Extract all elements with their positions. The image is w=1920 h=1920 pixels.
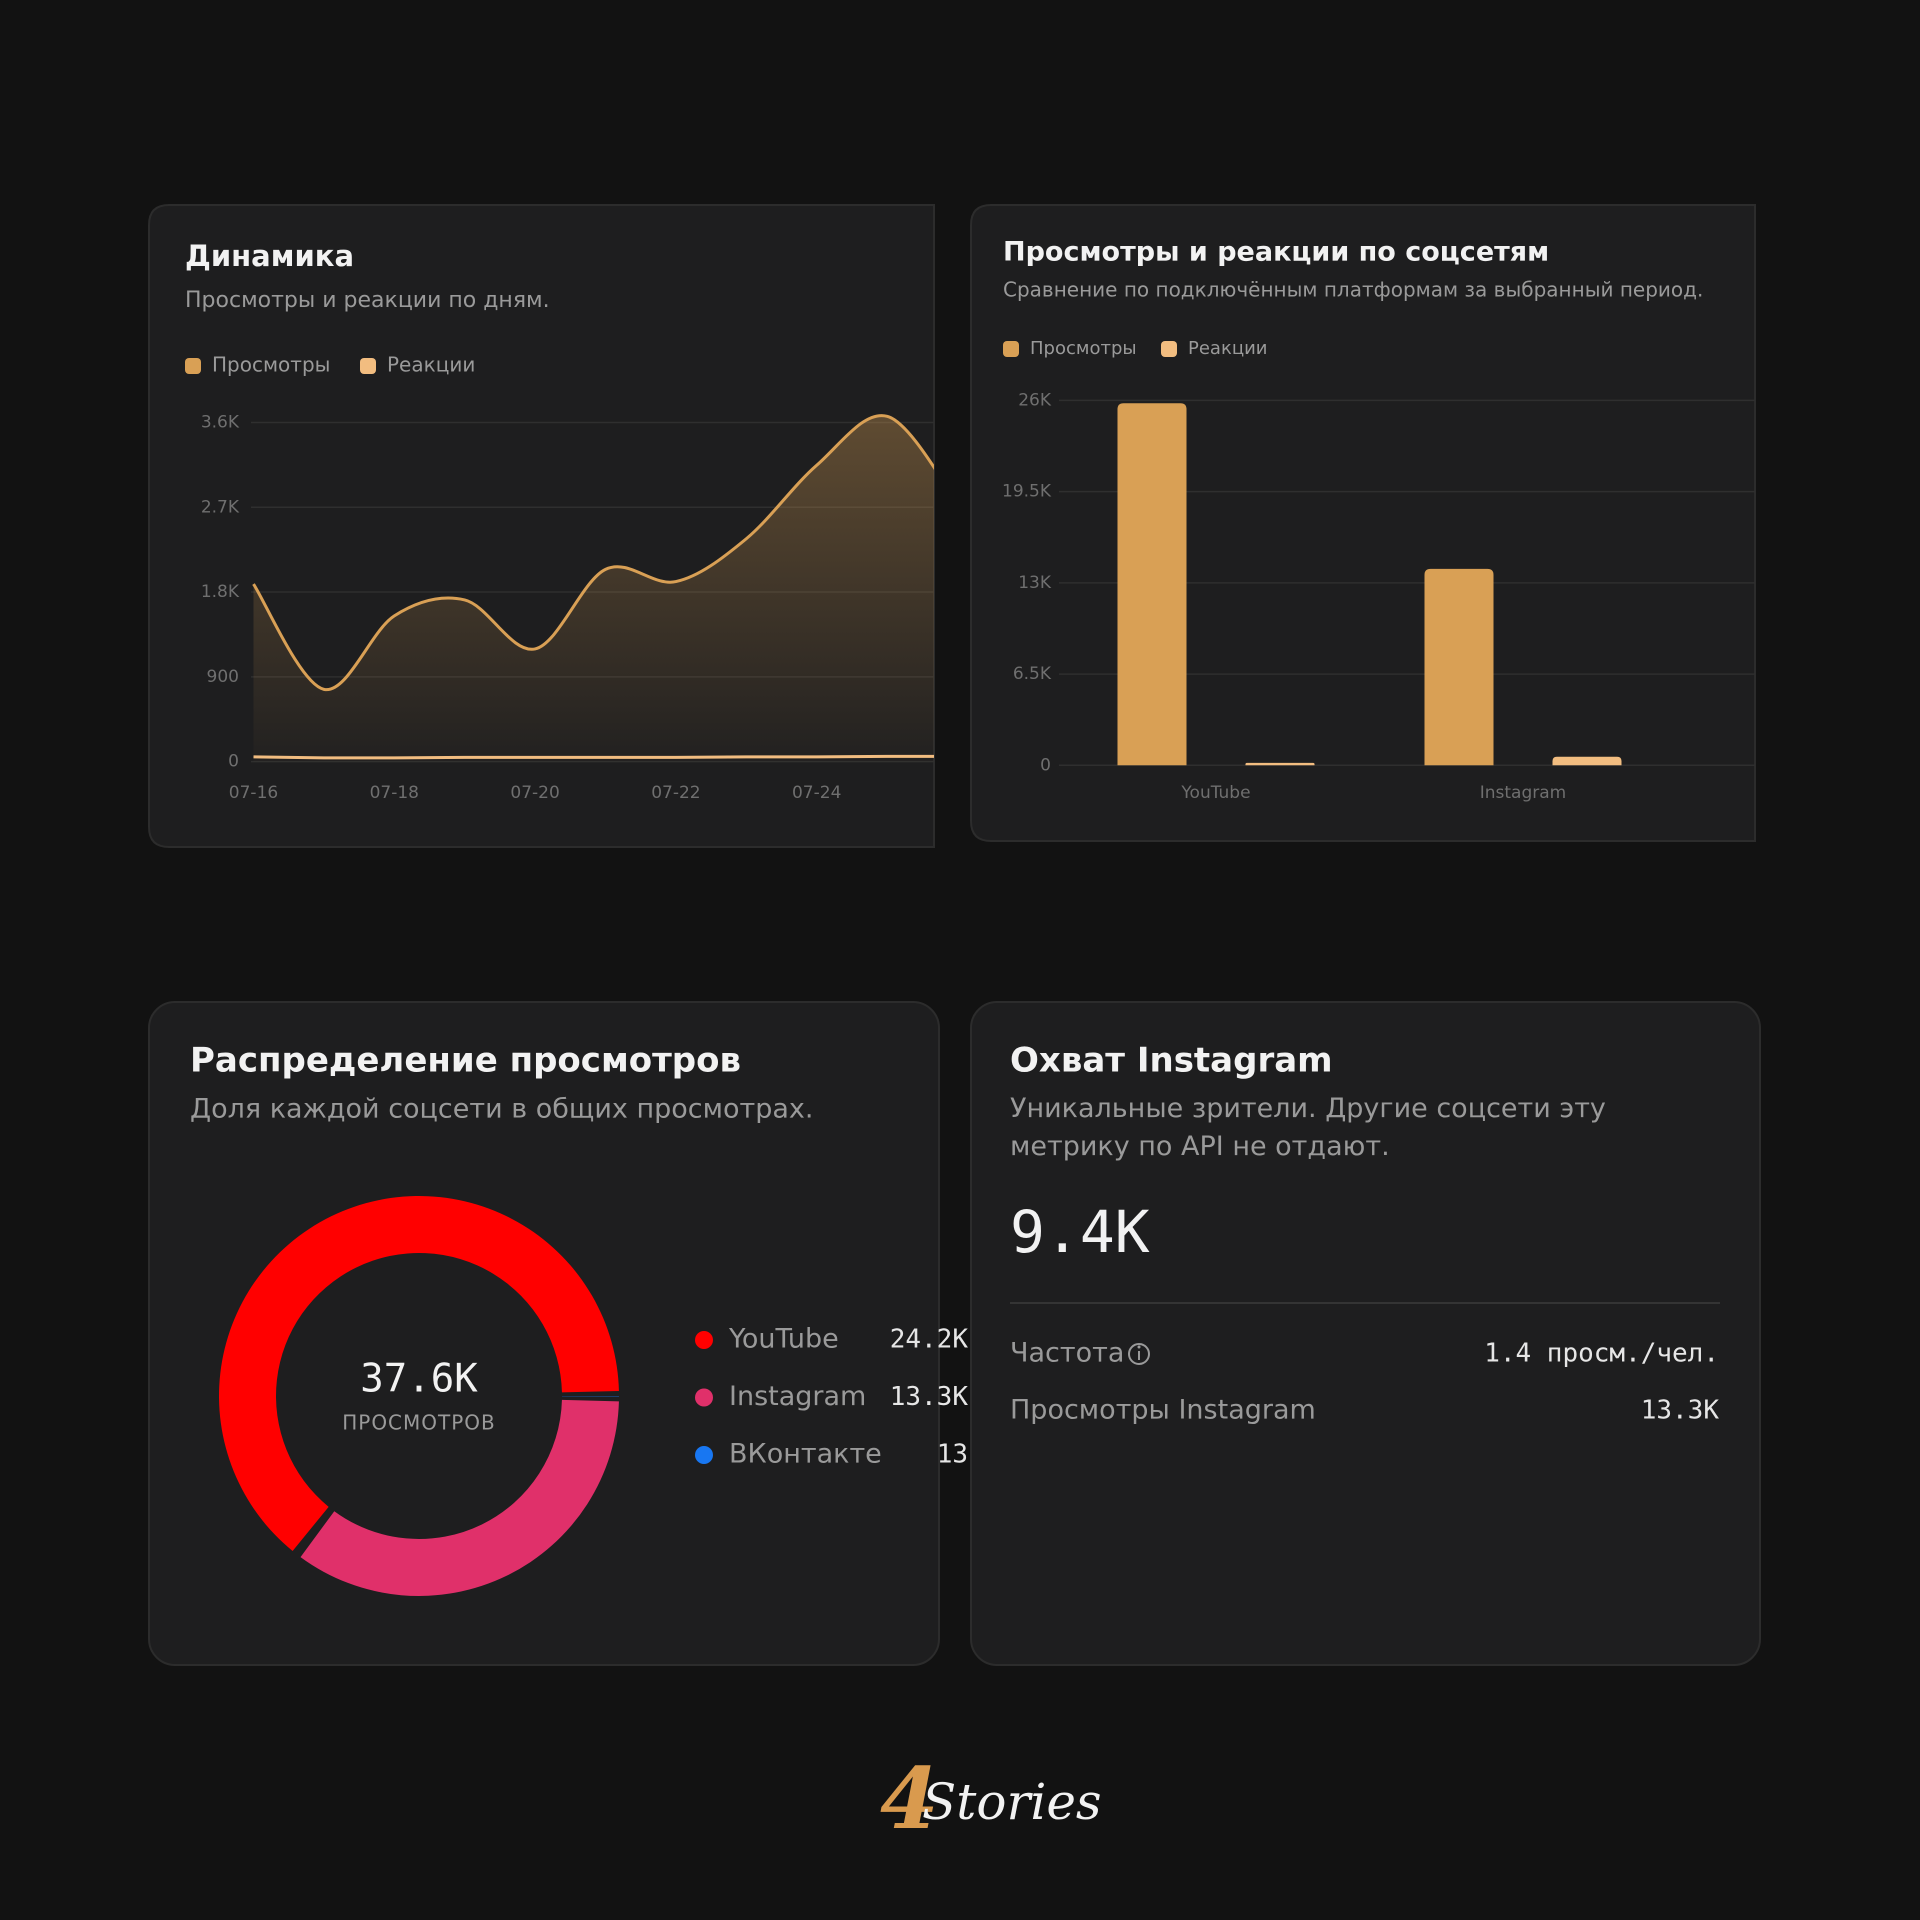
row-label: Частота <box>1010 1338 1124 1369</box>
legend-dot <box>695 1331 713 1349</box>
chart-subtitle: Доля каждой соцсети в общих просмотрах. <box>190 1094 813 1125</box>
bar <box>1552 756 1622 766</box>
x-tick-label: 07-20 <box>510 783 559 803</box>
legend-swatch <box>360 358 376 374</box>
donut-chart: Распределение просмотров Доля каждой соц… <box>190 1041 969 1596</box>
legend-swatch <box>1003 341 1019 357</box>
chart-subtitle: Просмотры и реакции по дням. <box>185 288 550 313</box>
logo: 4 Stories <box>880 1749 1102 1848</box>
card <box>970 1001 1761 1666</box>
x-tick-label: YouTube <box>1180 783 1250 803</box>
area-fill <box>253 415 934 762</box>
logo-word: Stories <box>922 1773 1102 1831</box>
row-label: Просмотры Instagram <box>1010 1395 1316 1426</box>
card <box>148 1001 940 1666</box>
legend-label: Просмотры <box>212 353 330 377</box>
bar <box>1117 403 1187 766</box>
legend-dot <box>695 1388 713 1407</box>
y-tick-label: 0 <box>228 752 239 772</box>
chart-title: Динамика <box>185 239 354 273</box>
card-title: Охват Instagram <box>1010 1041 1333 1081</box>
y-tick-label: 6.5K <box>1013 664 1052 684</box>
logo-number: 4 <box>880 1749 938 1848</box>
card-subtitle: Уникальные зрители. Другие соцсети эту м… <box>1010 1093 1606 1162</box>
legend-label: ВКонтакте <box>729 1439 882 1470</box>
legend-swatch <box>185 358 201 374</box>
x-tick-label: 07-18 <box>370 783 419 803</box>
y-tick-label: 3.6K <box>201 413 240 433</box>
series-line <box>253 754 934 760</box>
legend-dot <box>695 1446 713 1464</box>
donut-segment <box>300 1399 619 1596</box>
donut-segment <box>218 1196 619 1552</box>
x-tick-label: Instagram <box>1480 783 1567 803</box>
chart-title: Распределение просмотров <box>190 1041 741 1081</box>
y-tick-label: 13K <box>1018 573 1052 593</box>
donut-total-label: ПРОСМОТРОВ <box>342 1411 496 1435</box>
chart-subtitle: Сравнение по подключённым платформам за … <box>1003 278 1703 302</box>
donut-total: 37.6K <box>360 1357 478 1402</box>
x-tick-label: 07-16 <box>229 783 278 803</box>
y-tick-label: 0 <box>1040 755 1051 775</box>
y-tick-label: 19.5K <box>1002 482 1052 502</box>
legend-value: 24.2K <box>890 1325 969 1355</box>
card-subtitle-box: Уникальные зрители. Другие соцсети эту м… <box>1010 1093 1606 1162</box>
legend-label: Instagram <box>729 1381 866 1412</box>
legend-label: YouTube <box>728 1324 839 1355</box>
row-value: 1.4 просм./чел. <box>1484 1339 1719 1369</box>
line-chart: Динамика Просмотры и реакции по дням. Пр… <box>185 239 934 803</box>
chart-title: Просмотры и реакции по соцсетям <box>1003 237 1549 268</box>
legend-swatch <box>1161 341 1177 357</box>
reach-value: 9.4K <box>1010 1198 1150 1266</box>
bar <box>1245 762 1315 766</box>
info-icon[interactable] <box>1128 1343 1150 1365</box>
x-tick-label: 07-24 <box>792 783 841 803</box>
y-tick-label: 2.7K <box>201 497 240 517</box>
info-icon-dot <box>1137 1345 1141 1349</box>
y-tick-label: 26K <box>1018 390 1052 410</box>
legend-value: 13 <box>937 1440 968 1470</box>
y-tick-label: 1.8K <box>201 582 240 602</box>
legend-value: 13.3K <box>890 1382 969 1412</box>
row-value: 13.3K <box>1641 1396 1720 1426</box>
bar <box>1424 568 1494 766</box>
x-tick-label: 07-22 <box>651 783 700 803</box>
bar-chart: Просмотры и реакции по соцсетям Сравнени… <box>1002 237 1755 803</box>
reach-card: Охват Instagram Уникальные зрители. Друг… <box>1010 1041 1720 1426</box>
legend-label: Просмотры <box>1030 338 1137 359</box>
series-line <box>252 414 934 691</box>
legend-label: Реакции <box>1188 338 1267 359</box>
y-tick-label: 900 <box>207 667 239 687</box>
legend-label: Реакции <box>387 353 475 377</box>
